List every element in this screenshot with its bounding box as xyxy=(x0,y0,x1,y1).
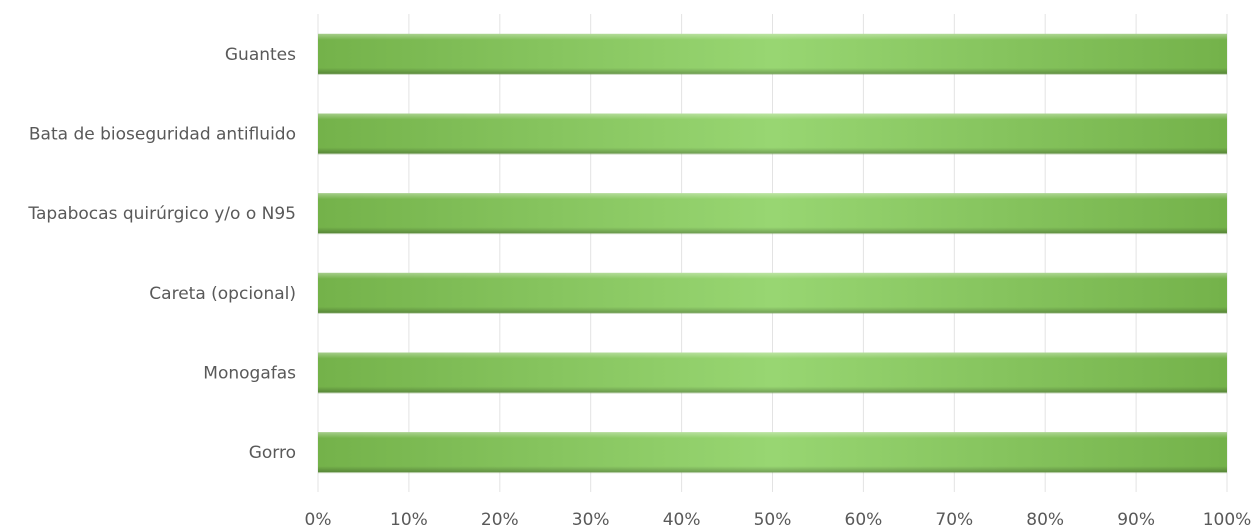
x-tick-label: 50% xyxy=(754,510,792,527)
bar-3 xyxy=(318,272,1227,314)
x-tick-label: 80% xyxy=(1026,510,1064,527)
x-tick-label: 90% xyxy=(1117,510,1155,527)
category-label: Bata de bioseguridad antifluido xyxy=(29,125,296,145)
category-labels: Guantes Bata de bioseguridad antifluido Ta… xyxy=(27,45,296,463)
x-tick-label: 30% xyxy=(572,510,610,527)
x-tick-label: 20% xyxy=(481,510,519,527)
bar-shade xyxy=(318,432,1227,473)
category-label: Gorro xyxy=(249,443,296,463)
bars xyxy=(318,33,1227,474)
bar-shade xyxy=(318,352,1227,393)
bar-shade xyxy=(318,33,1227,74)
bar-5 xyxy=(318,432,1227,474)
category-label: Guantes xyxy=(225,45,296,65)
bar-shade xyxy=(318,272,1227,313)
x-tick-label: 0% xyxy=(305,510,332,527)
bar-0 xyxy=(318,33,1227,75)
x-tick-label: 40% xyxy=(663,510,701,527)
x-axis-tick-labels: 0% 10% 20% 30% 40% 50% 60% 70% 80% 90% 100% xyxy=(305,510,1252,527)
category-label: Tapabocas quirúrgico y/o o N95 xyxy=(27,204,296,224)
bar-2 xyxy=(318,193,1227,235)
bar-1 xyxy=(318,113,1227,155)
x-tick-label: 100% xyxy=(1203,510,1252,527)
bar-4 xyxy=(318,352,1227,394)
x-tick-label: 10% xyxy=(390,510,428,527)
gridlines xyxy=(317,14,1228,492)
bar-shade xyxy=(318,113,1227,154)
category-label: Monogafas xyxy=(203,364,296,384)
x-tick-label: 70% xyxy=(935,510,973,527)
x-tick-label: 60% xyxy=(845,510,883,527)
category-label: Careta (opcional) xyxy=(149,284,296,304)
bar-shade xyxy=(318,193,1227,234)
